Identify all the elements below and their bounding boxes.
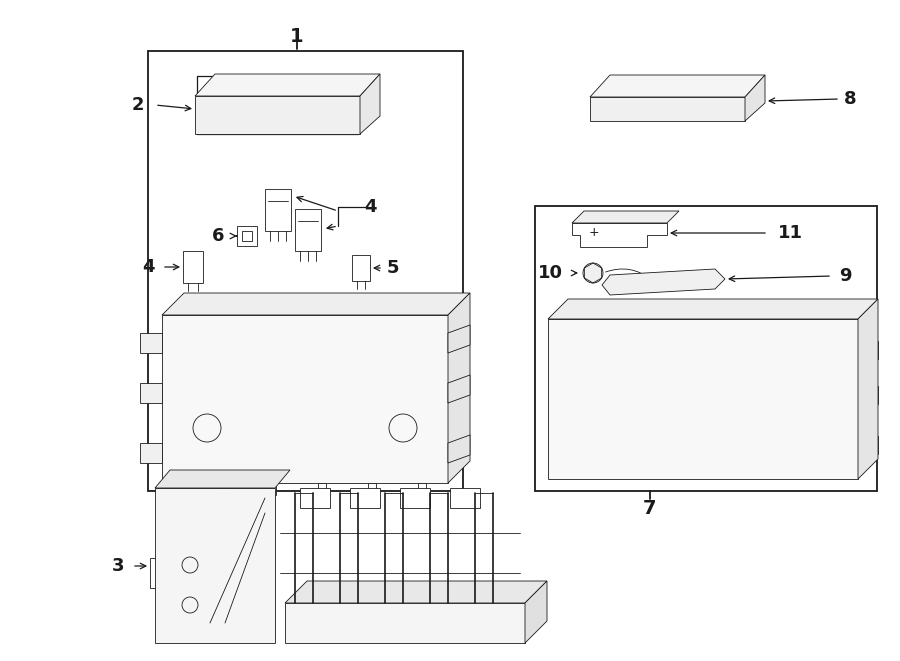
Bar xyxy=(265,189,291,231)
Bar xyxy=(350,488,380,508)
Bar xyxy=(242,231,252,241)
Polygon shape xyxy=(525,581,547,643)
Bar xyxy=(654,439,674,467)
Bar xyxy=(180,615,210,635)
Polygon shape xyxy=(285,603,525,643)
Bar xyxy=(148,51,463,491)
Polygon shape xyxy=(602,269,725,295)
Polygon shape xyxy=(140,333,162,353)
Text: 1: 1 xyxy=(290,26,304,46)
Polygon shape xyxy=(448,293,470,483)
Polygon shape xyxy=(155,470,290,488)
Polygon shape xyxy=(858,299,878,479)
Bar xyxy=(743,331,767,369)
Text: 4: 4 xyxy=(364,198,376,216)
Bar xyxy=(450,488,480,508)
Bar xyxy=(300,488,330,508)
Bar xyxy=(853,436,878,454)
Polygon shape xyxy=(162,293,470,315)
Bar xyxy=(183,251,203,283)
Polygon shape xyxy=(590,75,765,97)
Bar xyxy=(535,206,877,491)
Bar xyxy=(318,483,326,495)
Bar xyxy=(779,331,803,369)
Bar xyxy=(718,439,738,467)
Polygon shape xyxy=(448,325,470,353)
Bar xyxy=(224,443,252,473)
Bar xyxy=(563,331,587,369)
Bar xyxy=(694,80,724,94)
Bar xyxy=(750,439,770,467)
Bar xyxy=(268,483,276,495)
Text: 5: 5 xyxy=(387,259,400,277)
Bar xyxy=(815,331,839,369)
Circle shape xyxy=(583,263,603,283)
Bar xyxy=(284,382,316,420)
Polygon shape xyxy=(745,75,765,121)
Bar xyxy=(295,209,321,251)
Polygon shape xyxy=(548,319,858,479)
Bar xyxy=(302,330,340,370)
Bar xyxy=(218,483,226,495)
Text: +: + xyxy=(589,227,599,239)
Polygon shape xyxy=(448,375,470,403)
Polygon shape xyxy=(448,435,470,463)
Text: 8: 8 xyxy=(843,90,856,108)
Bar xyxy=(234,382,266,420)
Bar xyxy=(352,255,370,281)
Polygon shape xyxy=(162,315,448,483)
Text: 10: 10 xyxy=(537,264,562,282)
Bar xyxy=(652,80,682,94)
Polygon shape xyxy=(195,96,360,134)
Bar xyxy=(180,443,208,473)
Bar xyxy=(356,443,384,473)
Bar xyxy=(400,488,430,508)
Bar xyxy=(230,615,260,635)
Text: 7: 7 xyxy=(644,500,657,518)
Bar xyxy=(635,331,659,369)
Bar xyxy=(192,330,230,370)
Bar xyxy=(357,330,395,370)
Bar xyxy=(707,331,731,369)
Bar xyxy=(782,439,802,467)
Bar xyxy=(237,226,257,246)
Polygon shape xyxy=(285,581,547,603)
Bar xyxy=(599,331,623,369)
Bar xyxy=(368,483,376,495)
Bar xyxy=(400,443,428,473)
Bar xyxy=(312,443,340,473)
Polygon shape xyxy=(548,299,878,319)
Bar xyxy=(671,331,695,369)
Polygon shape xyxy=(140,443,162,463)
Bar xyxy=(622,439,642,467)
Bar xyxy=(610,80,640,94)
Polygon shape xyxy=(360,74,380,134)
Bar xyxy=(686,439,706,467)
Bar xyxy=(418,483,426,495)
Bar xyxy=(150,558,170,588)
Polygon shape xyxy=(590,97,745,121)
Bar xyxy=(814,439,834,467)
Text: 2: 2 xyxy=(131,96,144,114)
Text: 6: 6 xyxy=(212,227,224,245)
Text: 4: 4 xyxy=(142,258,154,276)
Bar xyxy=(184,382,216,420)
Bar xyxy=(268,443,296,473)
Polygon shape xyxy=(195,74,380,96)
Polygon shape xyxy=(572,223,667,247)
Bar xyxy=(384,382,416,420)
Bar xyxy=(334,382,366,420)
Polygon shape xyxy=(572,211,679,223)
Polygon shape xyxy=(155,488,275,643)
Bar xyxy=(853,341,878,359)
Text: 11: 11 xyxy=(778,224,803,242)
Bar xyxy=(853,386,878,404)
Text: 3: 3 xyxy=(112,557,124,575)
Polygon shape xyxy=(140,383,162,403)
Bar xyxy=(558,439,578,467)
Bar xyxy=(556,374,570,429)
Bar xyxy=(247,330,285,370)
Bar xyxy=(590,439,610,467)
Text: 9: 9 xyxy=(839,267,851,285)
